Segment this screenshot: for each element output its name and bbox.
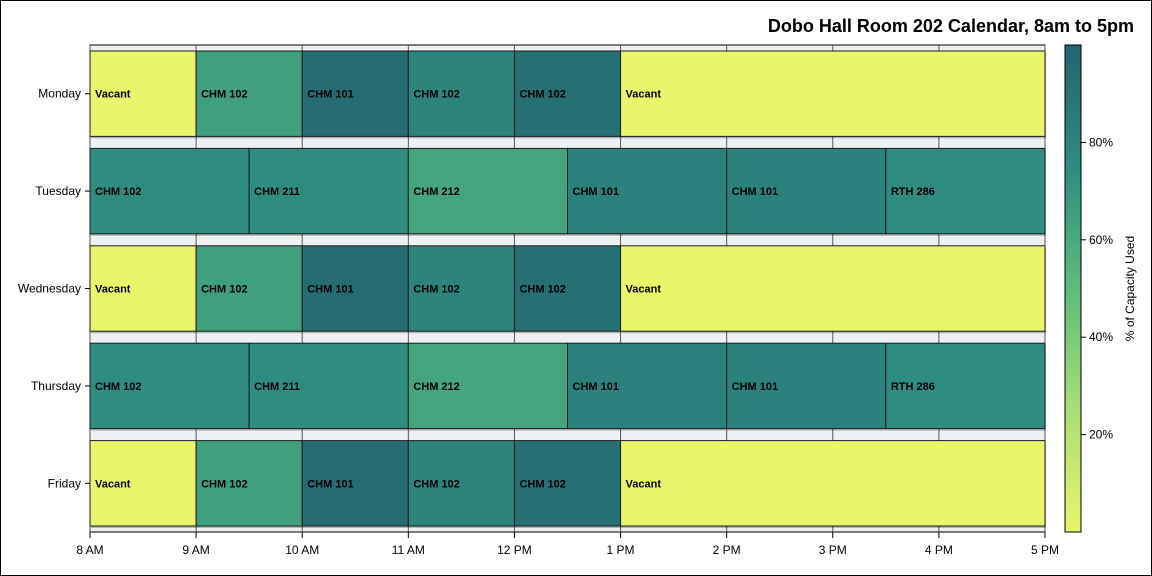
x-tick-label: 12 PM [497, 543, 532, 557]
schedule-bar [513, 50, 622, 137]
bar-label: CHM 102 [95, 186, 141, 198]
x-tick-label: 1 PM [607, 543, 635, 557]
bar-label: Vacant [95, 284, 131, 296]
colorbar-tick-label: 60% [1089, 233, 1113, 247]
schedule-bar [89, 147, 250, 235]
x-tick-label: 9 AM [182, 543, 209, 557]
bar-label: CHM 101 [307, 89, 353, 101]
bar-label: CHM 102 [519, 478, 565, 490]
colorbar-gradient [1064, 44, 1082, 533]
schedule-bar [89, 50, 197, 137]
schedule-bar [89, 440, 197, 527]
schedule-bar [195, 245, 303, 332]
schedule-bar [513, 440, 622, 527]
bar-label: CHM 102 [201, 89, 247, 101]
schedule-bar [407, 50, 515, 137]
schedule-bar [89, 245, 197, 332]
bar-label: CHM 102 [519, 284, 565, 296]
colorbar-tick-label: 20% [1089, 428, 1113, 442]
bar-label: CHM 211 [254, 186, 300, 198]
bar-label: CHM 101 [573, 381, 619, 393]
bar-label: CHM 101 [307, 284, 353, 296]
colorbar-tick-label: 40% [1089, 330, 1113, 344]
chart-title: Dobo Hall Room 202 Calendar, 8am to 5pm [768, 16, 1134, 36]
bar-label: Vacant [95, 89, 131, 101]
schedule-bar [195, 50, 303, 137]
schedule-bar [248, 147, 409, 235]
x-tick-label: 2 PM [713, 543, 741, 557]
x-tick-label: 11 AM [392, 543, 425, 557]
x-tick-label: 3 PM [819, 543, 847, 557]
bar-label: CHM 102 [201, 478, 247, 490]
schedule-bar [620, 440, 1046, 527]
schedule-bar [567, 342, 728, 430]
schedule-bar [301, 440, 409, 527]
y-tick-label: Tuesday [35, 184, 81, 198]
colorbar: 20% 40% 60% 80% % of Capacity Used [1064, 44, 1137, 533]
bar-label: CHM 212 [413, 381, 459, 393]
bar-label: CHM 102 [413, 478, 459, 490]
x-tick-label: 10 AM [285, 543, 319, 557]
schedule-bar [620, 245, 1046, 332]
bar-label: Vacant [626, 478, 662, 490]
bar-label: CHM 211 [254, 381, 300, 393]
bar-label: CHM 102 [413, 284, 459, 296]
y-tick-label: Wednesday [18, 282, 81, 296]
bar-label: CHM 102 [413, 89, 459, 101]
plot-area: Vacant CHM 102 CHM 101 CHM 102 CHM 102 Vacant… [89, 44, 1046, 533]
x-tick-label: 8 AM [76, 543, 103, 557]
colorbar-tick-label: 80% [1089, 135, 1113, 149]
y-axis: Monday Tuesday Wednesday Thursday Friday [18, 87, 90, 490]
schedule-bar [513, 245, 622, 332]
bar-label: CHM 102 [201, 284, 247, 296]
bar-label: CHM 102 [95, 381, 141, 393]
colorbar-title: % of Capacity Used [1123, 236, 1137, 341]
bar-label: RTH 286 [891, 381, 935, 393]
x-tick-label: 4 PM [925, 543, 953, 557]
schedule-bar [301, 50, 409, 137]
schedule-bar [407, 440, 515, 527]
bar-label: CHM 212 [413, 186, 459, 198]
schedule-bar [620, 50, 1046, 137]
y-tick-label: Friday [48, 476, 81, 490]
schedule-bar [195, 440, 303, 527]
schedule-bar [567, 147, 728, 235]
bar-label: CHM 102 [519, 89, 565, 101]
bar-label: CHM 101 [732, 186, 778, 198]
schedule-bar [885, 147, 1046, 235]
bar-label: Vacant [626, 284, 662, 296]
x-tick-label: 5 PM [1031, 543, 1059, 557]
bar-label: Vacant [95, 478, 131, 490]
schedule-bar [407, 245, 515, 332]
y-tick-label: Monday [38, 87, 81, 101]
bar-label: CHM 101 [573, 186, 619, 198]
bar-label: CHM 101 [307, 478, 353, 490]
bar-label: RTH 286 [891, 186, 935, 198]
schedule-bar [885, 342, 1046, 430]
y-tick-label: Thursday [31, 379, 81, 393]
bar-label: Vacant [626, 89, 662, 101]
schedule-bar [726, 147, 887, 235]
schedule-bar [248, 342, 409, 430]
bar-label: CHM 101 [732, 381, 778, 393]
x-axis: 8 AM 9 AM 10 AM 11 AM 12 PM 1 PM 2 PM 3 PM 4 PM 5… [76, 532, 1059, 557]
schedule-bar [407, 147, 569, 235]
